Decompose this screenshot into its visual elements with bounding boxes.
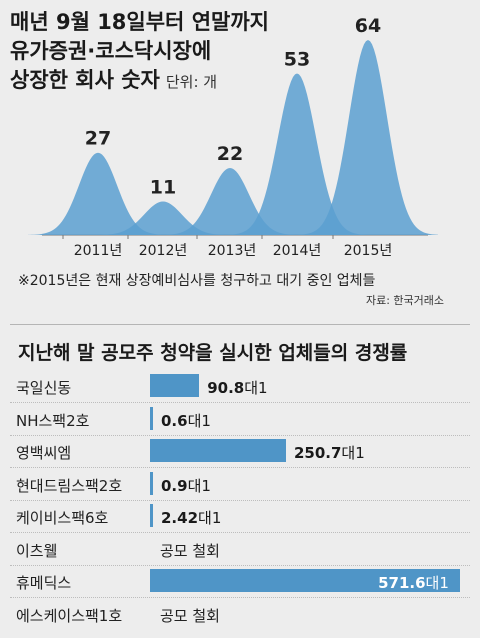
bar-category-label: 국일신동 [16, 379, 72, 397]
row-separator [10, 532, 470, 533]
bar [150, 471, 153, 495]
x-tick-label-2014년: 2014년 [273, 243, 322, 259]
unit-label: 단위: 개 [165, 73, 218, 91]
bar-value-label: 2.42대1 [161, 509, 222, 527]
source-label: 자료: 한국거래소 [365, 294, 444, 307]
peak-2013년 [160, 167, 300, 235]
withdrawn-note: 공모 철회 [160, 606, 220, 625]
row-separator [10, 434, 470, 436]
title-line-3: 상장한 회사 숫자 [10, 68, 160, 92]
bar [150, 439, 286, 462]
data-label-2014년: 53 [284, 49, 310, 71]
title-line-2: 유가증권·코스닥시장에 [10, 39, 212, 63]
bar-row: 영백씨엠 250.7대1 [0, 436, 480, 466]
bar [150, 504, 153, 527]
peak-2011년 [28, 152, 168, 235]
row-separator [10, 564, 470, 566]
bar-chart-title: 지난해 말 공모주 청약을 실시한 업체들의 경쟁률 [18, 342, 408, 364]
bar-category-label: 현대드림스팩2호 [16, 476, 123, 495]
x-tick-label-2012년: 2012년 [139, 243, 188, 259]
data-label-2015년: 64 [355, 15, 381, 37]
title-line-1: 매년 9월 18일부터 연말까지 [10, 10, 269, 34]
bar-row: 현대드림스팩2호 0.9대1 [0, 469, 480, 499]
bar-row: 에스케이스팩1호 공모 철회 [0, 599, 480, 629]
peak-chart: 27 2011년 11 2012년 22 2013년 53 2014년 64 2015년 [28, 15, 438, 259]
bar [150, 374, 200, 397]
bar-category-label: 에스케이스팩1호 [16, 606, 123, 625]
data-label-2012년: 11 [150, 176, 176, 198]
x-tick-label-2015년: 2015년 [344, 243, 393, 259]
bar [150, 569, 460, 592]
peak-2014년 [227, 73, 367, 236]
x-tick-label-2013년: 2013년 [208, 243, 257, 259]
bar-value-label: 571.6대1 [378, 574, 449, 592]
peak-2012년 [93, 201, 233, 235]
bar-category-label: 휴메딕스 [16, 574, 72, 592]
bar-row: 케이비스팩6호 2.42대1 [0, 501, 480, 531]
x-tick-label-2011년: 2011년 [74, 243, 123, 259]
bar-row: 이츠웰 공모 철회 [0, 534, 480, 564]
bar-row: NH스팩2호 0.6대1 [0, 404, 480, 434]
bar-category-label: 케이비스팩6호 [16, 509, 109, 527]
data-label-2011년: 27 [85, 128, 111, 150]
withdrawn-note: 공모 철회 [160, 541, 220, 560]
row-separator [10, 499, 470, 501]
bar-category-label: NH스팩2호 [16, 411, 90, 430]
bar-value-label: 0.9대1 [161, 476, 211, 495]
bar-value-label: 0.6대1 [161, 411, 211, 430]
bar [150, 406, 153, 430]
bar-category-label: 이츠웰 [16, 541, 58, 560]
bar-row: 휴메딕스 571.6대1 [0, 566, 480, 596]
footnote: ※2015년은 현재 상장예비심사를 청구하고 대기 중인 업체들 [18, 273, 376, 289]
row-separator [10, 467, 470, 468]
row-separator [10, 402, 470, 403]
bar-value-label: 90.8대1 [207, 379, 268, 397]
data-label-2013년: 22 [217, 143, 243, 165]
bar-category-label: 영백씨엠 [16, 444, 72, 462]
peak-2015년 [298, 40, 438, 235]
row-separator [10, 597, 470, 598]
bar-row: 국일신동 90.8대1 [0, 371, 480, 401]
section-divider [10, 324, 470, 325]
bar-value-label: 250.7대1 [293, 444, 365, 462]
chart-title: 매년 9월 18일부터 연말까지 유가증권·코스닥시장에 상장한 회사 숫자 단위… [10, 8, 269, 97]
